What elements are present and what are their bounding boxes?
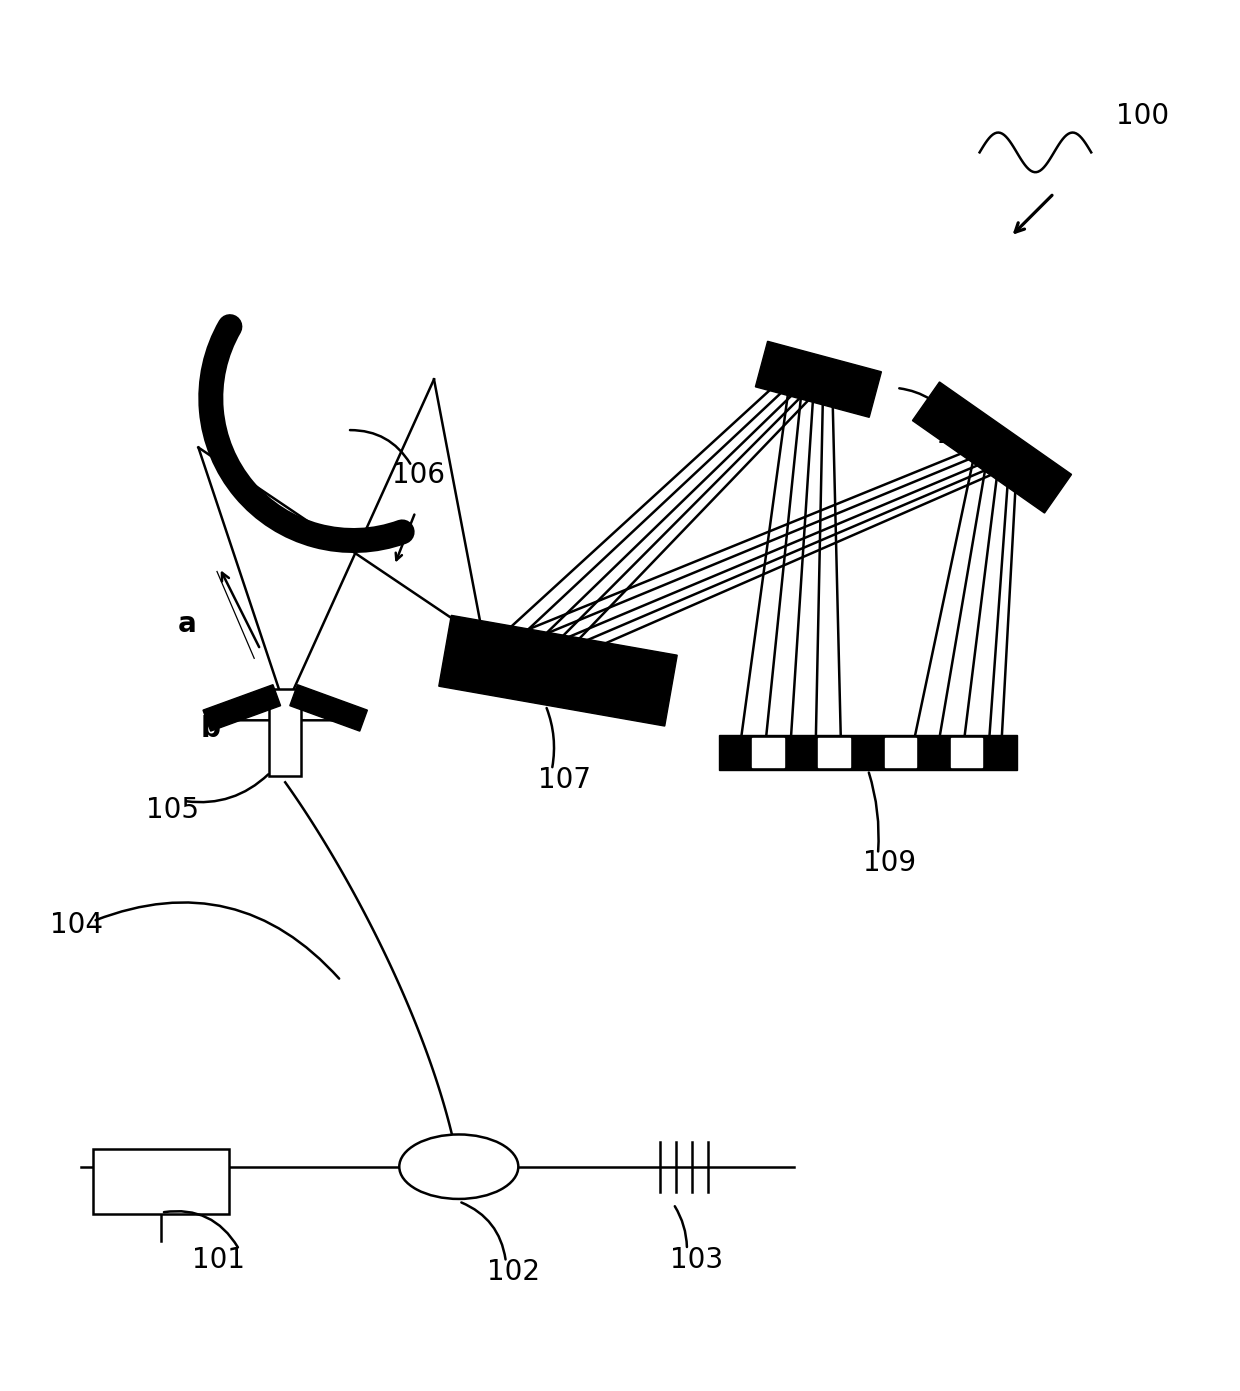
Polygon shape — [203, 684, 280, 732]
Polygon shape — [755, 341, 882, 417]
Text: a: a — [177, 609, 196, 637]
Bar — [951, 737, 982, 768]
Text: 107: 107 — [538, 766, 591, 794]
Polygon shape — [439, 615, 677, 726]
Polygon shape — [913, 383, 1071, 513]
Bar — [93, 1149, 229, 1214]
Bar — [719, 736, 1017, 769]
Text: 106: 106 — [392, 460, 445, 488]
Text: b: b — [201, 715, 221, 743]
Text: 101: 101 — [192, 1246, 246, 1274]
Text: 108: 108 — [936, 421, 990, 449]
Text: 104: 104 — [50, 911, 103, 939]
Text: 109: 109 — [863, 849, 916, 876]
Bar — [753, 737, 784, 768]
Bar — [269, 690, 301, 776]
Text: 105: 105 — [146, 796, 200, 823]
Polygon shape — [290, 684, 367, 732]
Bar — [818, 737, 849, 768]
Text: 103: 103 — [670, 1246, 723, 1274]
Text: 102: 102 — [487, 1257, 541, 1287]
Bar — [884, 737, 916, 768]
Text: 100: 100 — [1116, 103, 1169, 131]
Ellipse shape — [399, 1135, 518, 1199]
